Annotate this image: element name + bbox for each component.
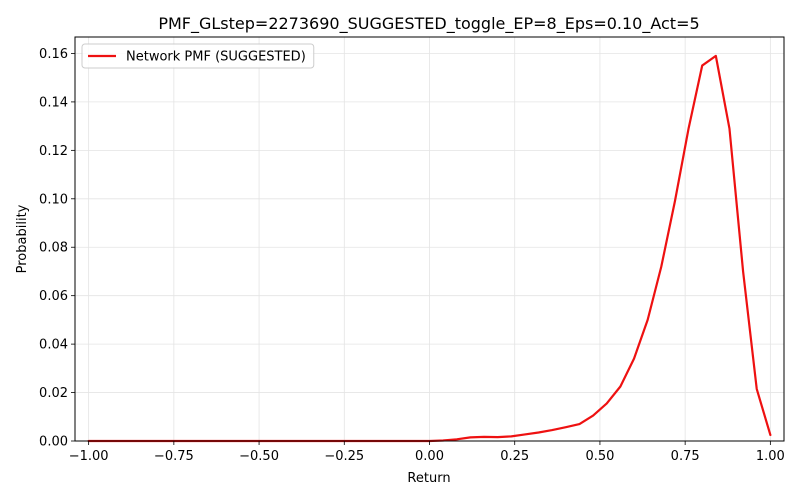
y-tick-label: 0.14 [39, 95, 68, 110]
y-tick-label: 0.16 [39, 47, 68, 62]
x-tick-label: 0.75 [671, 449, 700, 464]
legend-box [81, 43, 315, 69]
x-tick-label: −0.25 [324, 449, 364, 464]
y-tick-label: 0.04 [39, 338, 68, 353]
x-tick-label: −0.75 [154, 449, 194, 464]
x-axis-label: Return [407, 471, 450, 486]
x-tick-label: 0.50 [585, 449, 614, 464]
x-axis: −1.00 −0.75 −0.50 −0.25 0.00 0.25 0.50 0.75 1.00 [69, 441, 785, 464]
y-tick-label: 0.12 [39, 144, 68, 159]
x-tick-label: −0.50 [239, 449, 279, 464]
y-tick-label: 0.00 [39, 435, 68, 450]
legend: Network PMF (SUGGESTED) [81, 43, 315, 69]
legend-label-network-pmf: Network PMF (SUGGESTED) [126, 50, 306, 65]
x-tick-label: 0.25 [500, 449, 529, 464]
y-tick-label: 0.10 [39, 192, 68, 207]
x-tick-label: 1.00 [756, 449, 785, 464]
y-axis-label: Probability [15, 204, 30, 273]
y-tick-label: 0.06 [39, 289, 68, 304]
y-axis: 0.00 0.02 0.04 0.06 0.08 0.10 0.12 0.14 0.16 [39, 47, 75, 450]
x-tick-label: −1.00 [69, 449, 109, 464]
x-tick-label: 0.00 [415, 449, 444, 464]
chart-title: PMF_GLstep=2273690_SUGGESTED_toggle_EP=8… [158, 14, 699, 34]
y-tick-label: 0.08 [39, 241, 68, 256]
y-tick-label: 0.02 [39, 386, 68, 401]
